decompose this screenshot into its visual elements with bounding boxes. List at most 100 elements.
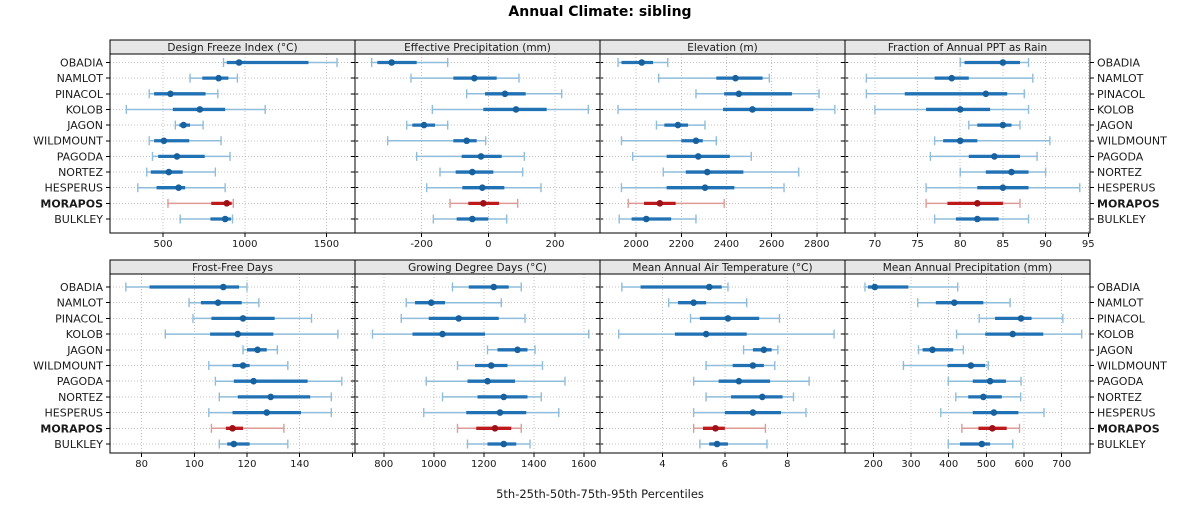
median-dot (254, 346, 261, 354)
panel-growing-degree-days-c: Growing Degree Days (°C) 800 1000 1200 1400 1… (351, 259, 604, 470)
interval-row-obadia (451, 282, 522, 292)
median-dot (215, 74, 222, 82)
interval-row-jagon (742, 345, 779, 355)
axis-tick-label: -200 (410, 239, 433, 250)
median-dot (263, 409, 271, 416)
station-label-right-wildmount: WILDMOUNT (1097, 135, 1167, 148)
median-dot (999, 121, 1007, 129)
median-dot (388, 59, 395, 66)
median-dot (871, 283, 879, 291)
figure-title: Annual Climate: sibling (508, 4, 692, 20)
interval-row-jagon (968, 120, 1021, 130)
axis-tick-label: 2800 (804, 239, 829, 250)
panel-frost-free-days: Frost-Free Days 80 100 120 140 (106, 259, 359, 470)
median-dot (219, 283, 227, 291)
interval-row-jagon (486, 345, 536, 355)
median-dot (1017, 315, 1025, 322)
median-dot (656, 200, 664, 207)
station-label-left-obadia: OBADIA (60, 281, 103, 294)
interval-row-jagon (655, 120, 706, 130)
station-label-right-kolob: KOLOB (1097, 328, 1134, 341)
station-label-right-bulkley: BULKLEY (1097, 213, 1146, 226)
median-dot (758, 393, 766, 401)
median-dot (501, 90, 509, 98)
interval-row-pinacol (689, 313, 781, 323)
station-label-left-pagoda: PAGODA (57, 150, 104, 163)
median-dot (956, 137, 964, 145)
interval-row-wildmount (902, 361, 989, 370)
interval-row-hesperus (925, 183, 1081, 193)
station-label-left-obadia: OBADIA (60, 56, 103, 69)
strip-title: Frost-Free Days (192, 262, 273, 274)
axis-tick-label: 120 (237, 459, 256, 470)
axis-tick-label: 2000 (623, 239, 648, 250)
median-dot (701, 184, 709, 191)
station-label-right-namlot: NAMLOT (1097, 72, 1144, 85)
interval-row-bulkley (179, 214, 234, 224)
axis-tick-label: 1000 (421, 459, 446, 470)
axis-tick-label: 2400 (714, 239, 739, 250)
interval-row-wildmount (456, 361, 544, 370)
median-dot (702, 330, 710, 338)
interval-row-jagon (405, 120, 449, 130)
median-dot (732, 74, 739, 82)
interval-row-kolob (371, 329, 590, 339)
median-dot (167, 90, 174, 98)
interval-row-jagon (917, 345, 965, 355)
interval-row-jagon (174, 120, 204, 130)
panel-border (599, 273, 846, 454)
axis-tick-label: 75 (911, 239, 924, 250)
median-dot (705, 283, 713, 291)
station-label-left-pinacol: PINACOL (55, 88, 104, 101)
median-dot (974, 215, 981, 223)
median-dot (175, 184, 182, 191)
panel-fraction-of-annual-ppt-as-rain: Fraction of Annual PPT as Rain 70 75 80 85 90… (841, 39, 1095, 250)
median-dot (760, 346, 768, 354)
median-dot (974, 200, 981, 207)
axis-tick-label: 800 (374, 459, 393, 470)
station-label-left-wildmount: WILDMOUNT (33, 135, 103, 148)
station-label-right-hesperus: HESPERUS (1097, 182, 1155, 195)
axis-tick-label: 100 (185, 459, 204, 470)
interval-row-namlot (405, 298, 502, 308)
median-dot (214, 299, 222, 307)
median-dot (455, 315, 463, 322)
interval-row-obadia (617, 58, 669, 67)
interval-row-namlot (410, 73, 520, 83)
station-label-left-pagoda: PAGODA (57, 375, 104, 388)
station-label-left-bulkley: BULKLEY (54, 438, 103, 451)
station-label-left-morapos: MORAPOS (40, 197, 103, 210)
axis-tick-label: 1400 (521, 459, 546, 470)
station-label-right-nortez: NORTEZ (1097, 166, 1142, 179)
median-dot (1009, 330, 1017, 338)
interval-row-nortez (959, 167, 1047, 177)
interval-row-morapos (925, 198, 1021, 208)
interval-row-wildmount (933, 136, 1051, 146)
axis-tick-label: 300 (901, 459, 920, 470)
station-label-right-obadia: OBADIA (1097, 281, 1140, 294)
station-label-left-wildmount: WILDMOUNT (33, 359, 103, 372)
panel-border (599, 53, 846, 234)
median-dot (469, 215, 476, 223)
interval-row-obadia (864, 282, 959, 292)
median-dot (223, 200, 231, 207)
interval-row-bulkley (618, 214, 697, 224)
interval-row-pagoda (692, 376, 810, 386)
panel-effective-precipitation-mm: Effective Precipitation (mm) -200 0 200 (351, 39, 604, 250)
median-dot (674, 121, 682, 129)
interval-row-pinacol (148, 89, 219, 99)
interval-row-bulkley (699, 439, 768, 449)
interval-row-jagon (242, 345, 278, 355)
median-dot (999, 59, 1007, 66)
station-label-left-morapos: MORAPOS (40, 422, 103, 435)
interval-row-kolob (874, 104, 1030, 114)
interval-row-hesperus (423, 408, 560, 418)
interval-row-wildmount (705, 361, 776, 370)
median-dot (500, 440, 508, 448)
interval-row-namlot (189, 73, 239, 83)
interval-row-pinacol (865, 89, 1025, 99)
median-dot (724, 315, 732, 322)
interval-row-bulkley (218, 439, 289, 449)
axis-tick-label: 700 (1052, 459, 1071, 470)
